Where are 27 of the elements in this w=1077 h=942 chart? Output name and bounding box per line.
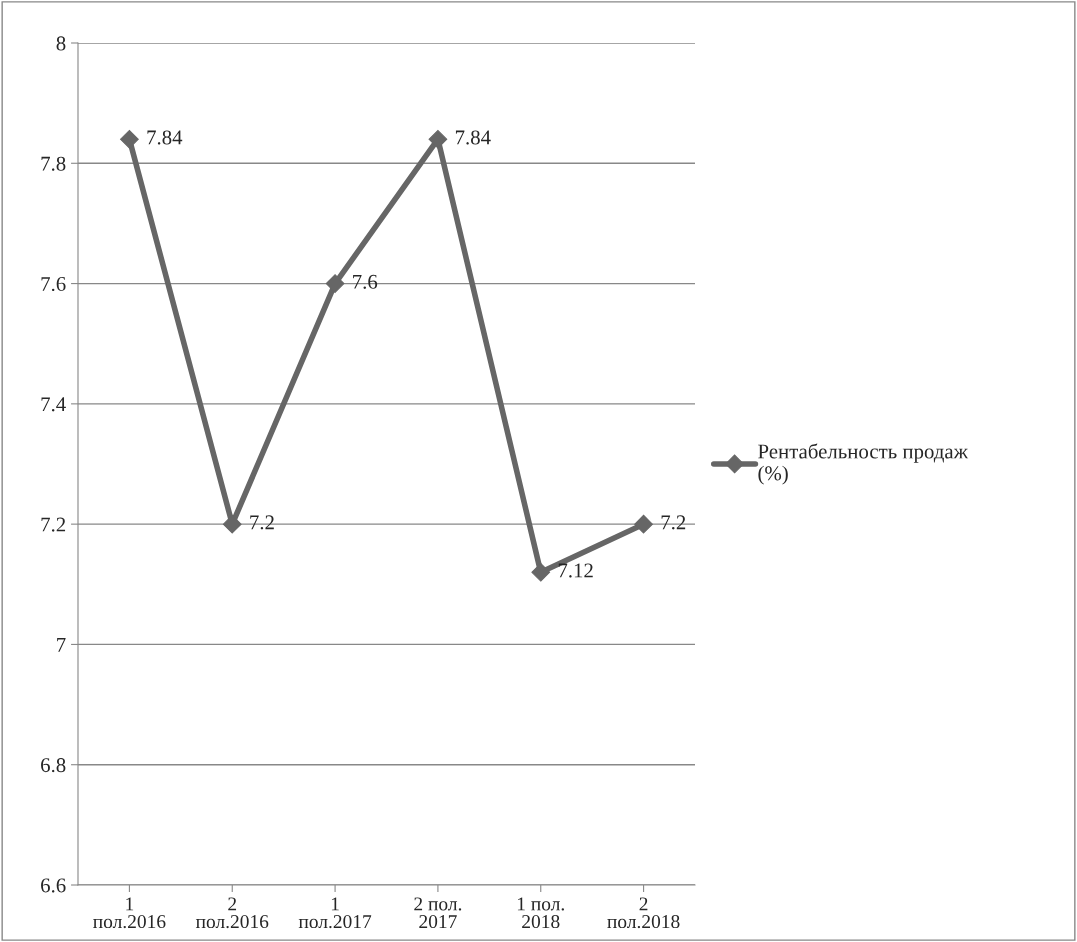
y-tick-label: 7.2 bbox=[41, 517, 66, 532]
x-tick-label: 1 пол.2016 bbox=[93, 897, 166, 929]
data-label: 7.12 bbox=[558, 563, 593, 578]
point bbox=[634, 514, 653, 534]
x-tick-label: 2 пол.2016 bbox=[195, 897, 269, 929]
y-tick-label: 7.8 bbox=[41, 156, 66, 171]
y-tick-label: 6.6 bbox=[41, 878, 66, 893]
x-tick-label: 2 пол.2018 bbox=[607, 897, 680, 929]
data-label: 7.2 bbox=[250, 515, 274, 530]
y-tick-label: 7.6 bbox=[41, 277, 66, 292]
x-tick-label: 1 пол. 2018 bbox=[517, 897, 564, 929]
y-tick-label: 7.4 bbox=[41, 397, 66, 412]
data-label: 7.84 bbox=[147, 130, 183, 145]
y-tick-label: 8 bbox=[56, 36, 66, 51]
x-tick-label: 2 пол. 2017 bbox=[414, 897, 462, 929]
y-tick-label: 6.8 bbox=[41, 758, 66, 773]
y-tick-label: 7 bbox=[57, 638, 66, 652]
point bbox=[531, 562, 551, 582]
point bbox=[325, 274, 345, 293]
data-label: 7.84 bbox=[455, 130, 491, 145]
point bbox=[428, 129, 448, 149]
legend-label: Рентабельность продаж (%) bbox=[758, 443, 969, 485]
data-label: 7.6 bbox=[353, 274, 378, 289]
x-tick-label: 1 пол.2017 bbox=[298, 897, 372, 929]
point bbox=[120, 129, 139, 149]
point bbox=[222, 514, 242, 534]
data-label: 7.2 bbox=[661, 515, 686, 530]
